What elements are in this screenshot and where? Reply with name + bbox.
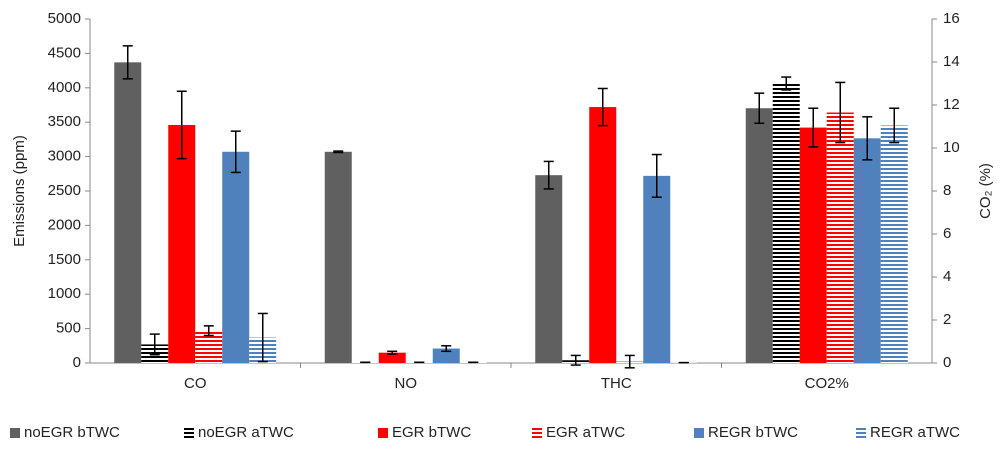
- legend-swatch: [184, 428, 194, 438]
- x-tick-label: THC: [601, 375, 632, 392]
- y2-tick-label: 0: [943, 354, 951, 371]
- legend-label: noEGR bTWC: [24, 424, 120, 441]
- bar: [746, 108, 773, 363]
- y2-tick-label: 10: [943, 139, 960, 156]
- y-tick-label: 1500: [48, 251, 81, 268]
- legend-swatch: [532, 428, 542, 438]
- y-tick-label: 2000: [48, 216, 81, 233]
- bar: [114, 62, 141, 363]
- x-tick-label: NO: [395, 375, 418, 392]
- y2-tick-label: 2: [943, 311, 951, 328]
- y-tick-label: 0: [73, 354, 81, 371]
- legend-swatch: [10, 428, 20, 438]
- error-bar: [333, 151, 343, 152]
- y-tick-label: 1000: [48, 285, 81, 302]
- bar: [881, 125, 908, 363]
- x-tick-label: CO: [184, 375, 207, 392]
- y2-tick-label: 14: [943, 53, 960, 70]
- bar: [325, 152, 352, 363]
- legend-label: noEGR aTWC: [198, 424, 294, 441]
- y2-tick-label: 4: [943, 268, 951, 285]
- y-axis-label: Emissions (ppm): [11, 135, 28, 247]
- bar: [168, 125, 195, 363]
- y-tick-label: 500: [56, 320, 81, 337]
- legend-label: REGR aTWC: [870, 424, 960, 441]
- bar: [854, 138, 881, 363]
- y2-axis-label: CO₂ (%): [977, 163, 994, 219]
- legend-label: EGR aTWC: [546, 424, 625, 441]
- y2-tick-label: 6: [943, 225, 951, 242]
- bar: [773, 84, 800, 364]
- legend-label: REGR bTWC: [708, 424, 798, 441]
- bar: [222, 152, 249, 363]
- legend-swatch: [856, 428, 866, 438]
- bar: [535, 175, 562, 363]
- y2-tick-label: 8: [943, 182, 951, 199]
- bar: [800, 128, 827, 363]
- bar: [827, 113, 854, 363]
- y-tick-label: 4500: [48, 44, 81, 61]
- legend-swatch: [694, 428, 704, 438]
- y-tick-label: 3500: [48, 113, 81, 130]
- legend-swatch: [378, 428, 388, 438]
- bar: [643, 176, 670, 363]
- legend-label: EGR bTWC: [392, 424, 471, 441]
- x-tick-label: CO2%: [805, 375, 849, 392]
- y-tick-label: 5000: [48, 10, 81, 27]
- y2-tick-label: 12: [943, 96, 960, 113]
- y-tick-label: 3000: [48, 148, 81, 165]
- y2-tick-label: 16: [943, 10, 960, 27]
- bar: [589, 107, 616, 363]
- y-tick-label: 2500: [48, 182, 81, 199]
- y-tick-label: 4000: [48, 79, 81, 96]
